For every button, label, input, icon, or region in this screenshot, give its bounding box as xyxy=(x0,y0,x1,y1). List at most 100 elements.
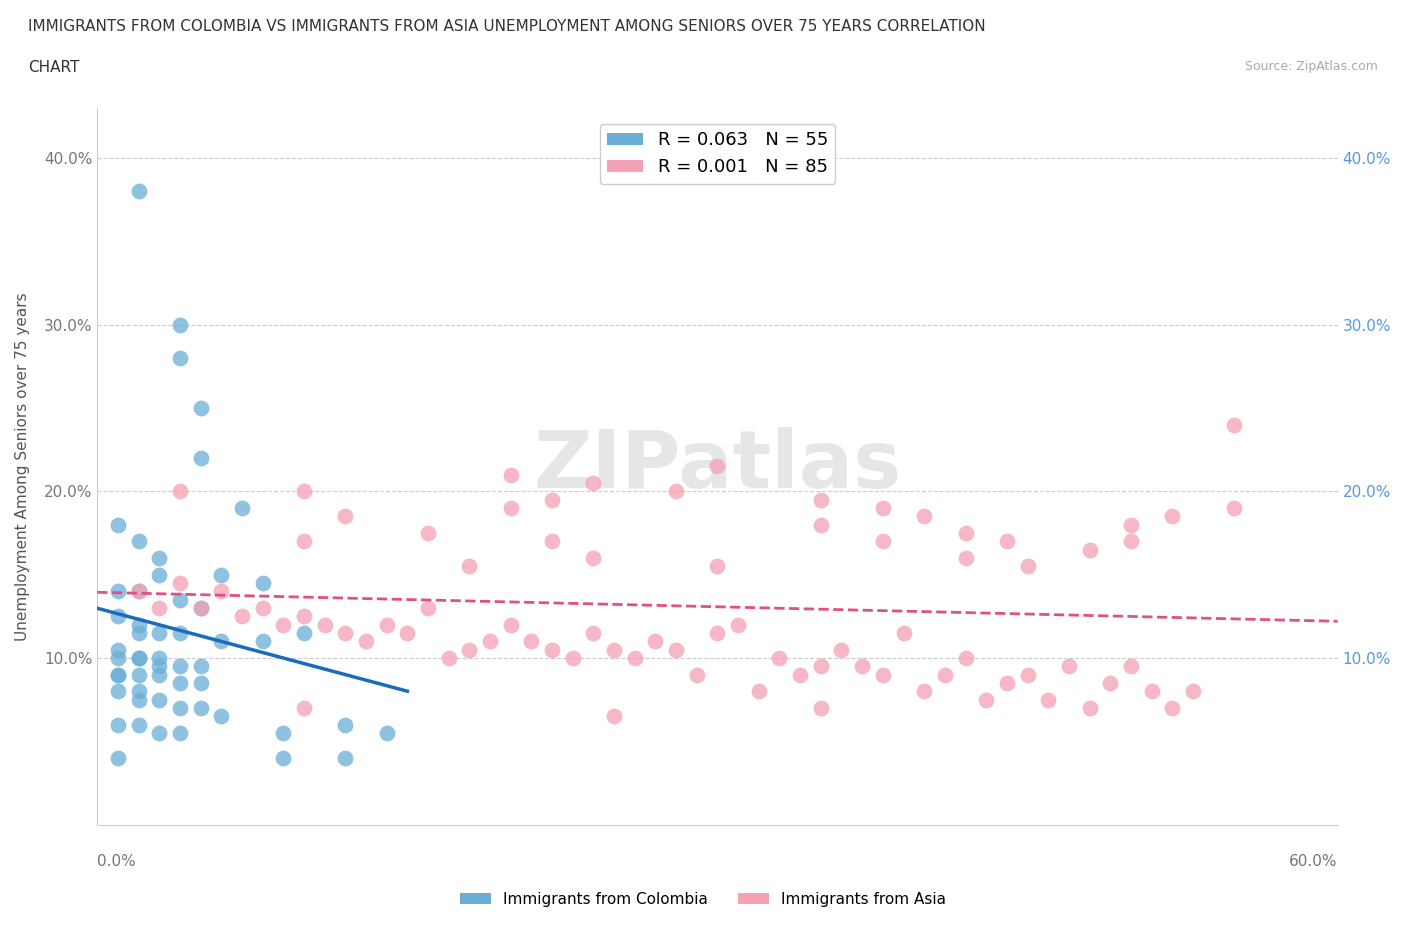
Point xyxy=(252,576,274,591)
Point xyxy=(231,609,253,624)
Point xyxy=(209,709,232,724)
Point xyxy=(190,659,212,674)
Point xyxy=(1038,692,1060,707)
Point xyxy=(603,709,626,724)
Point xyxy=(128,692,150,707)
Point xyxy=(148,668,170,683)
Point xyxy=(974,692,997,707)
Point xyxy=(252,601,274,616)
Point xyxy=(1057,659,1080,674)
Point xyxy=(169,351,191,365)
Point xyxy=(748,684,770,699)
Point xyxy=(169,484,191,498)
Point xyxy=(1017,668,1039,683)
Point xyxy=(665,643,688,658)
Point xyxy=(107,668,129,683)
Point xyxy=(541,643,564,658)
Point xyxy=(768,651,790,666)
Point xyxy=(148,551,170,565)
Point xyxy=(644,634,666,649)
Point xyxy=(107,751,129,765)
Point xyxy=(107,684,129,699)
Point xyxy=(169,592,191,607)
Point xyxy=(107,651,129,666)
Point xyxy=(851,659,873,674)
Point xyxy=(1078,700,1101,715)
Point xyxy=(190,601,212,616)
Point xyxy=(252,634,274,649)
Point xyxy=(665,484,688,498)
Point xyxy=(128,584,150,599)
Point xyxy=(955,525,977,540)
Point xyxy=(396,626,419,641)
Point xyxy=(830,643,852,658)
Point xyxy=(416,601,439,616)
Point xyxy=(128,651,150,666)
Point xyxy=(437,651,460,666)
Point xyxy=(292,626,315,641)
Point xyxy=(169,659,191,674)
Point xyxy=(810,517,832,532)
Point xyxy=(169,626,191,641)
Point xyxy=(190,676,212,691)
Point xyxy=(271,751,294,765)
Point xyxy=(995,534,1018,549)
Point xyxy=(810,492,832,507)
Point xyxy=(872,500,894,515)
Point xyxy=(623,651,645,666)
Point xyxy=(541,534,564,549)
Point xyxy=(190,401,212,416)
Point xyxy=(872,534,894,549)
Point xyxy=(995,676,1018,691)
Point xyxy=(292,700,315,715)
Point xyxy=(706,559,728,574)
Point xyxy=(1223,500,1246,515)
Point xyxy=(499,467,522,482)
Point xyxy=(128,626,150,641)
Point xyxy=(706,626,728,641)
Point xyxy=(148,601,170,616)
Point xyxy=(169,700,191,715)
Point xyxy=(955,551,977,565)
Legend: Immigrants from Colombia, Immigrants from Asia: Immigrants from Colombia, Immigrants fro… xyxy=(454,886,952,913)
Point xyxy=(148,626,170,641)
Point xyxy=(810,659,832,674)
Point xyxy=(706,459,728,474)
Point xyxy=(955,651,977,666)
Point xyxy=(1119,659,1142,674)
Point xyxy=(520,634,543,649)
Point xyxy=(271,618,294,632)
Point xyxy=(169,317,191,332)
Point xyxy=(1078,542,1101,557)
Point xyxy=(128,717,150,732)
Point xyxy=(190,700,212,715)
Point xyxy=(541,492,564,507)
Point xyxy=(148,692,170,707)
Point xyxy=(169,576,191,591)
Point xyxy=(190,451,212,466)
Point xyxy=(209,634,232,649)
Point xyxy=(169,725,191,740)
Point xyxy=(335,626,357,641)
Point xyxy=(582,626,605,641)
Point xyxy=(479,634,502,649)
Point xyxy=(1161,509,1184,524)
Point xyxy=(128,184,150,199)
Point xyxy=(1099,676,1122,691)
Point xyxy=(128,684,150,699)
Point xyxy=(458,559,481,574)
Point xyxy=(107,517,129,532)
Point xyxy=(375,725,398,740)
Point xyxy=(107,609,129,624)
Point xyxy=(107,717,129,732)
Point xyxy=(292,609,315,624)
Point xyxy=(231,500,253,515)
Point xyxy=(603,643,626,658)
Point xyxy=(107,584,129,599)
Point xyxy=(686,668,709,683)
Point xyxy=(148,567,170,582)
Point xyxy=(582,551,605,565)
Point xyxy=(912,684,935,699)
Point xyxy=(1161,700,1184,715)
Point xyxy=(354,634,377,649)
